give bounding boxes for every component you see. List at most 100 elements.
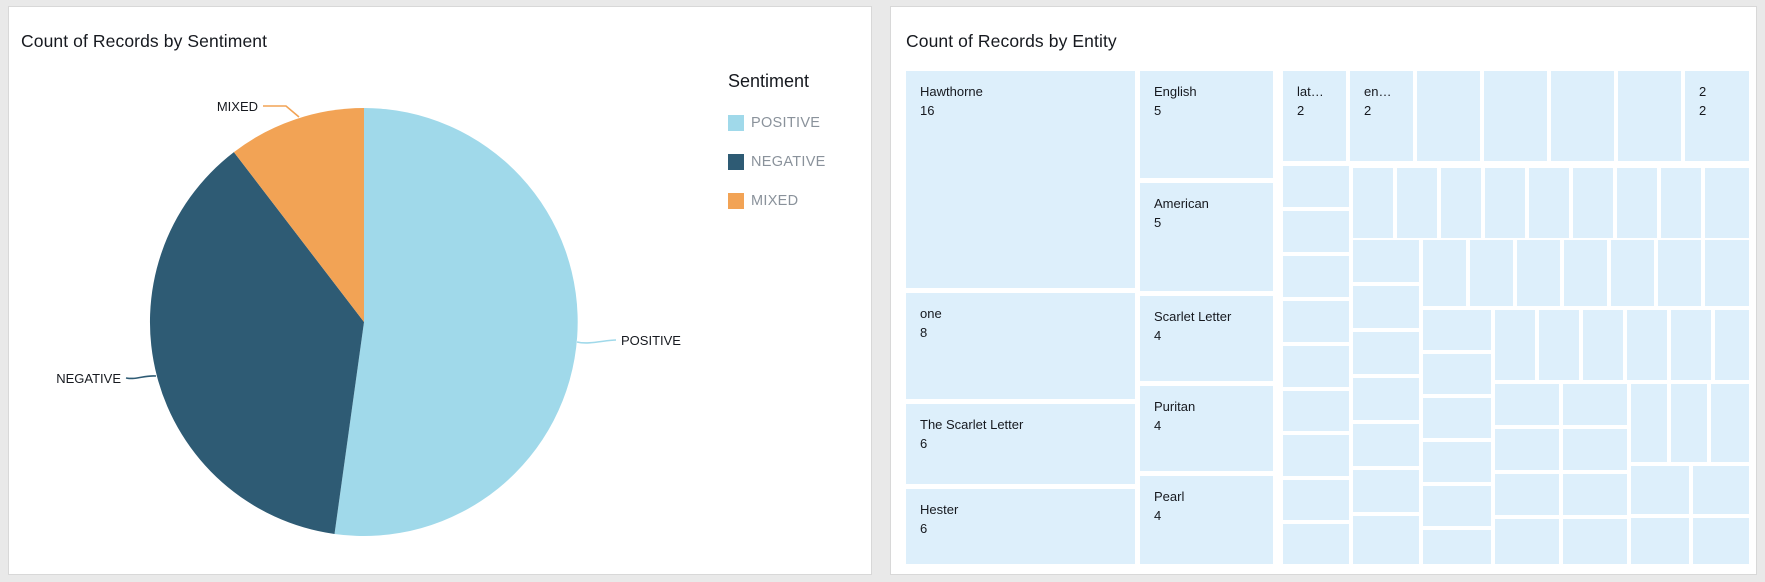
treemap-cell[interactable] [1631, 466, 1689, 514]
treemap-cell[interactable] [1564, 240, 1607, 306]
treemap-cell[interactable] [1539, 310, 1579, 380]
entity-panel-title: Count of Records by Entity [906, 31, 1117, 51]
legend-item-positive[interactable]: POSITIVE [728, 115, 868, 131]
treemap-cell[interactable] [1617, 168, 1657, 238]
treemap-cell[interactable] [1495, 474, 1559, 515]
pie-slice-negative[interactable] [149, 152, 364, 534]
treemap-cell[interactable] [1283, 480, 1349, 520]
treemap-cell[interactable] [1611, 240, 1654, 306]
treemap-cell-hester[interactable]: Hester 6 [906, 489, 1135, 564]
treemap-cell[interactable] [1551, 71, 1614, 161]
treemap-cell[interactable] [1423, 354, 1491, 394]
legend-swatch-positive [728, 115, 744, 131]
treemap-cell[interactable] [1715, 310, 1749, 380]
treemap-cell[interactable] [1563, 519, 1627, 564]
sentiment-legend-title: Sentiment [728, 71, 810, 91]
treemap-cell-label: en… 2 [1364, 84, 1392, 118]
treemap-cell[interactable] [1283, 166, 1349, 207]
sentiment-legend-items: POSITIVE NEGATIVE MIXED [728, 115, 868, 209]
treemap-cell[interactable] [1693, 518, 1749, 564]
treemap-cell[interactable] [1283, 391, 1349, 431]
treemap-cell[interactable] [1563, 474, 1627, 515]
treemap-cell[interactable] [1631, 384, 1667, 462]
treemap-cell[interactable] [1583, 310, 1623, 380]
treemap-cell-label: Hester 6 [920, 502, 959, 536]
treemap-cell[interactable] [1353, 168, 1393, 238]
treemap-cell-the-scarlet-letter[interactable]: The Scarlet Letter 6 [906, 404, 1135, 484]
sentiment-pie-chart: POSITIVE NEGATIVE MIXED [56, 99, 681, 536]
treemap-cell[interactable] [1705, 168, 1749, 238]
treemap-cell[interactable] [1563, 384, 1627, 425]
treemap-cell[interactable] [1353, 424, 1419, 466]
treemap-cell-en[interactable]: en… 2 [1350, 71, 1413, 161]
treemap-cell-label: Pearl 4 [1154, 489, 1185, 523]
pie-slice-positive[interactable] [334, 108, 578, 536]
treemap-cell[interactable] [1631, 518, 1689, 564]
treemap-cell[interactable] [1423, 240, 1466, 306]
treemap-cell[interactable] [1495, 384, 1559, 425]
treemap-cell[interactable] [1671, 310, 1711, 380]
legend-item-mixed[interactable]: MIXED [728, 193, 868, 209]
treemap-cell[interactable] [1283, 346, 1349, 387]
treemap-cell[interactable] [1495, 429, 1559, 470]
treemap-cell-label: Puritan 4 [1154, 399, 1196, 433]
treemap-cell[interactable] [1283, 524, 1349, 564]
treemap-cell[interactable] [1283, 211, 1349, 252]
treemap-cell[interactable] [1618, 71, 1681, 161]
legend-swatch-negative [728, 154, 744, 170]
treemap-cell[interactable] [1484, 71, 1547, 161]
treemap-cell[interactable] [1470, 240, 1513, 306]
treemap-cell[interactable] [1423, 310, 1491, 350]
treemap-cell-label: American 5 [1154, 196, 1209, 230]
treemap-cell-hawthorne[interactable]: Hawthorne 16 [906, 71, 1135, 288]
treemap-cell[interactable] [1353, 516, 1419, 564]
legend-label: MIXED [751, 193, 799, 209]
treemap-cell-label: Hawthorne 16 [920, 84, 983, 118]
treemap-cell[interactable] [1353, 332, 1419, 374]
treemap-cell[interactable] [1423, 398, 1491, 438]
treemap-cell[interactable] [1423, 442, 1491, 482]
treemap-cell[interactable] [1693, 466, 1749, 514]
treemap-cell[interactable] [1353, 378, 1419, 420]
legend-label: NEGATIVE [751, 154, 826, 170]
treemap-cell-lat[interactable]: lat… 2 [1283, 71, 1346, 161]
treemap-cell[interactable] [1705, 240, 1749, 306]
treemap-cell-puritan[interactable]: Puritan 4 [1140, 386, 1273, 471]
treemap-cell[interactable] [1517, 240, 1560, 306]
pie-slice-mixed[interactable] [233, 108, 364, 322]
treemap-cell[interactable] [1423, 530, 1491, 564]
treemap-cell[interactable] [1353, 240, 1419, 282]
treemap-cell[interactable] [1283, 435, 1349, 476]
treemap-cell[interactable] [1671, 384, 1707, 462]
pie-callout-line-negative [125, 375, 157, 380]
treemap-cell[interactable] [1283, 301, 1349, 342]
treemap-cell[interactable] [1573, 168, 1613, 238]
treemap-cell-pearl[interactable]: Pearl 4 [1140, 476, 1273, 564]
treemap-cell[interactable] [1661, 168, 1701, 238]
treemap-cell-american[interactable]: American 5 [1140, 183, 1273, 291]
treemap-cell[interactable] [1529, 168, 1569, 238]
treemap-cell[interactable] [1495, 519, 1559, 564]
treemap-cell[interactable] [1711, 384, 1749, 462]
treemap-cell[interactable] [1423, 486, 1491, 526]
treemap-cell[interactable] [1353, 286, 1419, 328]
treemap-cell[interactable] [1397, 168, 1437, 238]
treemap-cell[interactable] [1417, 71, 1480, 161]
treemap-cell-one[interactable]: one 8 [906, 293, 1135, 399]
treemap-cell[interactable] [1353, 470, 1419, 512]
treemap-cell[interactable] [1495, 310, 1535, 380]
treemap-cell[interactable] [1283, 256, 1349, 297]
treemap-cell[interactable] [1658, 240, 1701, 306]
treemap-cell[interactable] [1485, 168, 1525, 238]
treemap-cell-scarlet-letter[interactable]: Scarlet Letter 4 [1140, 296, 1273, 381]
pie-callout-label-positive: POSITIVE [621, 333, 681, 348]
treemap-cell[interactable] [1627, 310, 1667, 380]
legend-item-negative[interactable]: NEGATIVE [728, 154, 868, 170]
treemap-cell[interactable] [1563, 429, 1627, 470]
sentiment-legend: Sentiment POSITIVE NEGATIVE MIXED [728, 71, 868, 209]
entity-treemap: Hawthorne 16 one 8 The Scarlet Letter 6 Hester… [906, 71, 1749, 564]
treemap-cell-english[interactable]: English 5 [1140, 71, 1273, 178]
treemap-cell[interactable] [1441, 168, 1481, 238]
legend-label: POSITIVE [751, 115, 821, 131]
